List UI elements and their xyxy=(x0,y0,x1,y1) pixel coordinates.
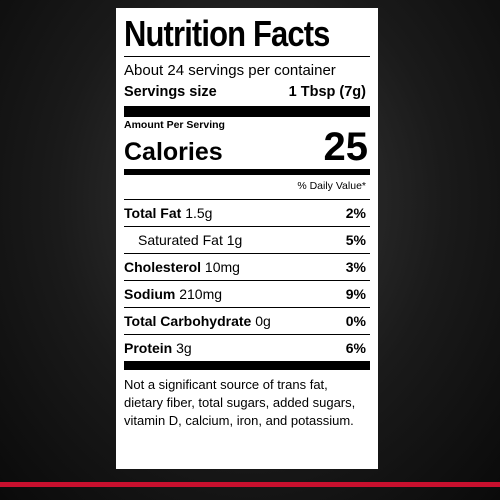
thick-divider xyxy=(124,106,370,117)
nutrient-percent: 6% xyxy=(345,340,366,356)
nutrient-percent: 0% xyxy=(345,313,366,329)
calories-value: 25 xyxy=(323,125,369,169)
nutrient-amount: 1g xyxy=(226,232,243,248)
nutrient-row-sodium: Sodium 210mg 9% xyxy=(124,280,370,307)
nutrient-amount: 1.5g xyxy=(185,205,213,221)
calories-label: Calories xyxy=(124,138,223,166)
nutrient-row-total-fat: Total Fat 1.5g 2% xyxy=(124,199,370,226)
nutrient-amount: 3g xyxy=(176,340,192,356)
nutrient-name: Total Fat xyxy=(124,205,182,221)
nutrient-row-saturated-fat: Saturated Fat 1g 5% xyxy=(124,226,370,253)
nutrient-name: Protein xyxy=(124,340,173,356)
nutrition-facts-label: Nutrition Facts About 24 servings per co… xyxy=(116,8,378,469)
nutrient-row-total-carbohydrate: Total Carbohydrate 0g 0% xyxy=(124,307,370,334)
nutrient-name: Saturated Fat xyxy=(138,232,223,248)
nutrient-name: Cholesterol xyxy=(124,259,202,275)
nutrient-amount: 210mg xyxy=(179,286,223,302)
footnote: Not a significant source of trans fat, d… xyxy=(124,377,356,428)
servings-per-container: About 24 servings per container xyxy=(124,62,336,79)
nutrient-percent: 9% xyxy=(345,286,366,302)
serving-size-value: 1 Tbsp (7g) xyxy=(288,84,366,100)
medium-divider xyxy=(124,169,370,175)
nutrient-name: Sodium xyxy=(124,286,176,302)
nutrient-percent: 2% xyxy=(345,205,366,221)
nutrient-row-protein: Protein 3g 6% xyxy=(124,334,370,361)
serving-size-label: Servings size xyxy=(124,84,217,100)
nutrient-row-cholesterol: Cholesterol 10mg 3% xyxy=(124,253,370,280)
nutrient-percent: 3% xyxy=(345,259,366,275)
nutrient-amount: 10mg xyxy=(204,259,240,275)
bottom-divider xyxy=(124,361,370,370)
amount-per-serving: Amount Per Serving xyxy=(124,119,225,131)
serving-size-row: Servings size 1 Tbsp (7g) xyxy=(124,82,370,102)
label-title: Nutrition Facts xyxy=(124,13,330,54)
nutrient-name: Total Carbohydrate xyxy=(124,313,252,329)
title-divider xyxy=(124,56,370,57)
red-accent-stripe xyxy=(0,482,500,487)
nutrient-amount: 0g xyxy=(255,313,271,329)
nutrient-percent: 5% xyxy=(345,232,366,248)
calories-row: Calories 25 xyxy=(124,127,370,167)
daily-value-header: % Daily Value* xyxy=(297,180,366,192)
